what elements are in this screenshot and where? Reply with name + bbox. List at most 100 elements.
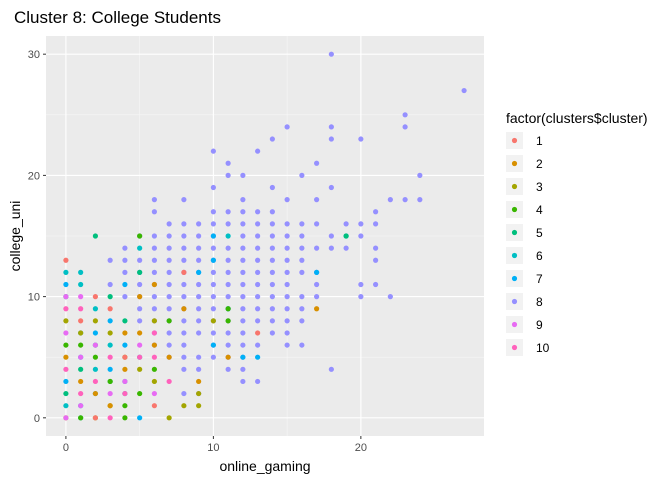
- legend-key-dot: [511, 229, 518, 236]
- point-cluster-5: [137, 269, 143, 275]
- point-cluster-8: [151, 245, 157, 251]
- point-cluster-8: [166, 294, 172, 300]
- point-cluster-4: [78, 415, 84, 421]
- point-cluster-8: [328, 233, 334, 239]
- point-cluster-8: [166, 257, 172, 263]
- point-cluster-8: [240, 306, 246, 312]
- point-cluster-8: [284, 281, 290, 288]
- point-cluster-8: [299, 257, 305, 263]
- point-cluster-2: [92, 390, 99, 397]
- point-cluster-8: [210, 184, 216, 191]
- point-cluster-2: [225, 354, 231, 360]
- point-cluster-8: [284, 245, 290, 251]
- point-cluster-8: [225, 160, 231, 166]
- legend-label-2: 2: [536, 157, 543, 171]
- point-cluster-2: [63, 354, 69, 360]
- point-cluster-8: [255, 318, 261, 324]
- legend: factor(clusters$cluster) 1 2 3 4 5 6 7 8 9 10: [506, 110, 648, 356]
- point-cluster-9: [92, 342, 99, 348]
- point-cluster-8: [240, 378, 246, 385]
- point-cluster-8: [328, 51, 334, 57]
- point-cluster-8: [269, 209, 275, 215]
- point-cluster-8: [284, 221, 290, 227]
- point-cluster-7: [63, 378, 69, 385]
- point-cluster-1: [92, 415, 99, 421]
- point-cluster-8: [181, 366, 187, 372]
- point-cluster-7: [92, 330, 99, 336]
- point-cluster-8: [284, 233, 290, 239]
- point-cluster-8: [255, 294, 261, 300]
- point-cluster-8: [225, 245, 231, 251]
- point-cluster-10: [151, 354, 157, 360]
- point-cluster-7: [63, 281, 69, 288]
- point-cluster-8: [240, 366, 246, 372]
- point-cluster-8: [210, 330, 216, 336]
- point-cluster-8: [284, 318, 290, 324]
- point-cluster-5: [92, 233, 99, 239]
- point-cluster-8: [314, 245, 320, 251]
- point-cluster-8: [299, 221, 305, 227]
- point-cluster-8: [387, 197, 393, 203]
- point-cluster-7: [240, 354, 246, 360]
- point-cluster-8: [181, 245, 187, 251]
- point-cluster-4: [107, 378, 113, 385]
- point-cluster-2: [122, 366, 128, 372]
- y-tick-label: 30: [28, 49, 40, 61]
- point-cluster-8: [373, 245, 379, 251]
- point-cluster-8: [240, 233, 246, 239]
- point-cluster-8: [417, 172, 423, 178]
- point-cluster-2: [107, 403, 113, 409]
- point-cluster-8: [328, 366, 334, 372]
- y-tick-label: 10: [28, 292, 40, 304]
- point-cluster-10: [63, 306, 69, 312]
- point-cluster-6: [107, 342, 113, 348]
- point-cluster-8: [299, 269, 305, 275]
- point-cluster-8: [210, 294, 216, 300]
- point-cluster-8: [240, 209, 246, 215]
- point-cluster-8: [122, 294, 128, 300]
- point-cluster-10: [151, 330, 157, 336]
- point-cluster-4: [122, 403, 128, 409]
- point-cluster-8: [314, 294, 320, 300]
- point-cluster-8: [328, 124, 334, 130]
- point-cluster-8: [196, 245, 202, 251]
- point-cluster-8: [166, 342, 172, 348]
- point-cluster-8: [210, 269, 216, 275]
- point-cluster-8: [358, 294, 364, 300]
- point-cluster-6: [63, 269, 69, 275]
- point-cluster-8: [210, 148, 216, 154]
- point-cluster-8: [151, 257, 157, 263]
- point-cluster-8: [299, 294, 305, 300]
- point-cluster-8: [225, 172, 231, 178]
- point-cluster-5: [343, 233, 349, 239]
- y-tick-label: 0: [34, 413, 40, 425]
- point-cluster-8: [166, 330, 172, 336]
- point-cluster-4: [166, 318, 172, 324]
- point-cluster-7: [107, 318, 113, 324]
- y-axis: 0 10 20 30: [28, 49, 46, 425]
- point-cluster-8: [402, 124, 408, 130]
- point-cluster-8: [269, 257, 275, 263]
- point-cluster-3: [92, 318, 99, 324]
- point-cluster-8: [210, 354, 216, 360]
- point-cluster-4: [78, 342, 84, 348]
- data-points: [63, 51, 467, 421]
- point-cluster-8: [402, 197, 408, 203]
- legend-key-dot: [511, 275, 518, 282]
- major-grid: [46, 36, 484, 436]
- point-cluster-2: [314, 306, 320, 312]
- point-cluster-3: [196, 390, 202, 397]
- point-cluster-8: [314, 197, 320, 203]
- point-cluster-8: [196, 257, 202, 263]
- point-cluster-8: [240, 257, 246, 263]
- point-cluster-8: [151, 306, 157, 312]
- point-cluster-9: [107, 390, 113, 397]
- point-cluster-3: [151, 378, 157, 385]
- point-cluster-8: [196, 233, 202, 239]
- point-cluster-10: [78, 390, 84, 397]
- point-cluster-9: [63, 415, 69, 421]
- point-cluster-10: [122, 390, 128, 397]
- point-cluster-8: [196, 306, 202, 312]
- point-cluster-8: [151, 209, 157, 215]
- point-cluster-8: [181, 294, 187, 300]
